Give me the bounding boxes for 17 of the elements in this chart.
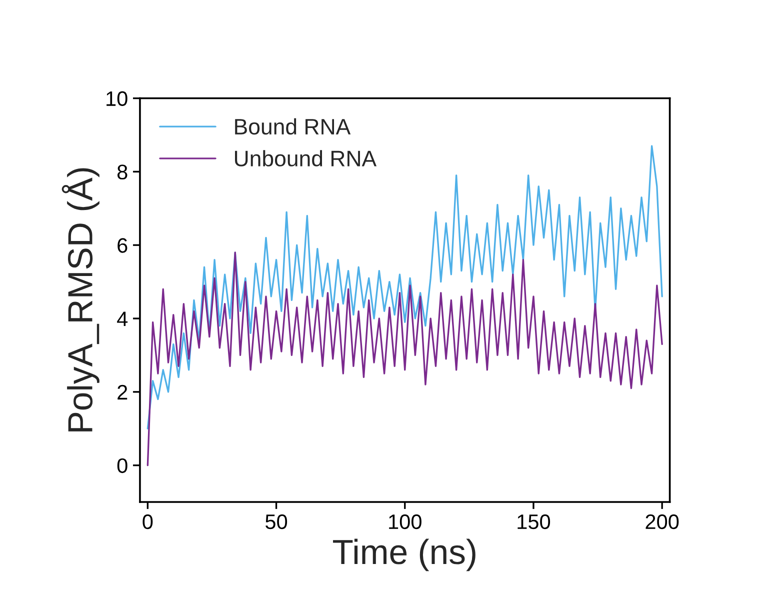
legend-label: Unbound RNA [235,150,377,166]
y-tick-label: 0 [117,458,128,474]
x-tick-label: 150 [518,514,550,530]
y-axis-title: PolyA_RMSD (Å) [62,168,100,432]
x-tick-label: 200 [646,514,679,530]
y-tick-label: 2 [118,384,128,400]
x-tick-label: 50 [266,514,288,530]
legend-label: Bound RNA [235,118,351,135]
y-tick-label: 6 [118,238,128,253]
y-tick-label: 8 [117,164,128,180]
x-tick-label: 100 [389,514,422,530]
line-series [146,252,663,466]
x-axis-title: Time (ns) [333,538,476,572]
x-tick-label: 0 [142,514,153,530]
y-tick-label: 4 [117,312,128,326]
y-tick-label: 10 [106,91,128,106]
line-series [146,145,663,430]
